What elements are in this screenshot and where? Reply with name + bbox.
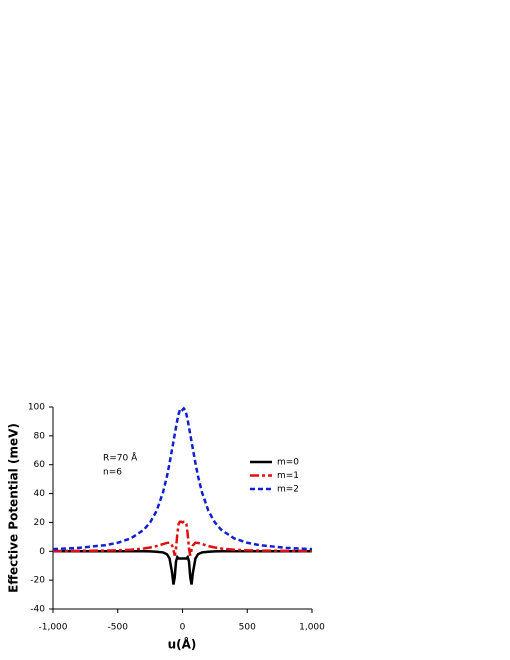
legend-label: m=1 [277, 471, 299, 481]
annotation: R=70 Å [103, 452, 138, 464]
y-tick-label: 0 [39, 547, 45, 557]
x-tick-label: 1,000 [299, 623, 325, 633]
annotation: n=6 [103, 468, 122, 478]
y-axis-label: Effective Potential (meV) [7, 423, 21, 593]
x-tick-label: -1,000 [38, 623, 67, 633]
data-line [53, 550, 312, 585]
y-tick-label: -40 [30, 605, 45, 615]
y-tick-label: 20 [34, 518, 46, 528]
x-tick-label: -500 [108, 623, 129, 633]
y-tick-label: 60 [34, 460, 46, 470]
x-tick-label: 0 [180, 623, 186, 633]
x-axis-label: u(Å) [168, 637, 197, 652]
y-tick-label: -20 [30, 576, 45, 586]
y-tick-label: 80 [34, 431, 46, 441]
y-tick-label: 40 [34, 489, 46, 499]
y-tick-label: 100 [28, 403, 45, 413]
legend-label: m=2 [277, 485, 299, 495]
data-line [52, 406, 313, 551]
x-tick-label: 500 [239, 623, 256, 633]
data-line [52, 520, 313, 556]
legend-label: m=0 [277, 458, 299, 468]
